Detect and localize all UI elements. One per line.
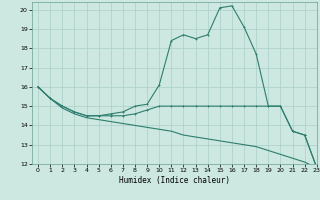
X-axis label: Humidex (Indice chaleur): Humidex (Indice chaleur)	[119, 176, 230, 185]
